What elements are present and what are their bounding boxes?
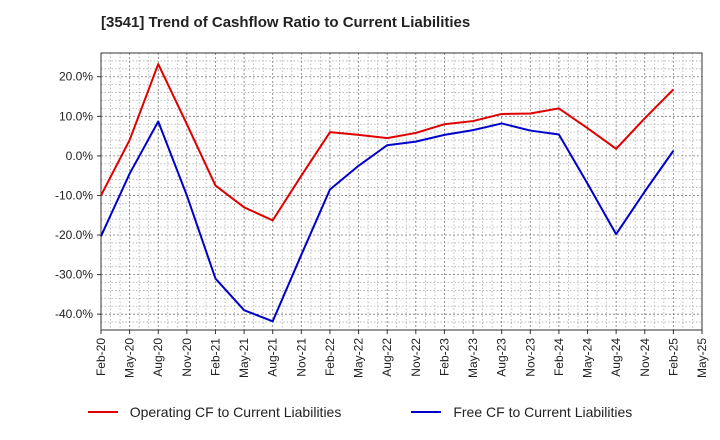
x-tick-label: Nov-21 (294, 338, 308, 377)
legend-swatch-free-cf (411, 411, 442, 413)
legend-item-free-cf: Free CF to Current Liabilities (411, 404, 632, 420)
y-tick-label: 0.0% (66, 149, 94, 163)
y-tick-label: -20.0% (55, 228, 93, 242)
legend-label-operating-cf: Operating CF to Current Liabilities (129, 404, 342, 420)
plot-area-border (100, 52, 703, 331)
y-tick-label: 10.0% (59, 109, 93, 123)
legend-label-free-cf: Free CF to Current Liabilities (453, 404, 633, 420)
legend-item-operating-cf: Operating CF to Current Liabilities (87, 404, 342, 420)
x-tick-label: May-23 (466, 338, 480, 378)
chart-title: [3541] Trend of Cashflow Ratio to Curren… (101, 14, 471, 31)
x-tick-label: Feb-23 (437, 338, 451, 376)
y-tick-label: -30.0% (55, 268, 93, 282)
y-tick-label: -40.0% (55, 307, 93, 321)
axis-layer: 20.0% 10.0% 0.0% -10.0% -20.0% -30.0% -40.0% Fe… (55, 52, 709, 378)
x-tick-label: May-25 (695, 338, 709, 378)
x-tick-label: Feb-21 (208, 338, 222, 376)
x-tick-label: Feb-24 (552, 338, 566, 376)
grid-layer (100, 52, 703, 331)
x-tick-label: Aug-20 (151, 338, 165, 377)
x-tick-label: May-22 (352, 338, 366, 378)
x-tick-label: Nov-23 (523, 338, 537, 377)
x-tick-label: Aug-24 (609, 338, 623, 377)
x-tick-label: Aug-22 (380, 338, 394, 377)
x-tick-label: Aug-21 (266, 338, 280, 377)
x-tick-label: Feb-22 (323, 338, 337, 376)
y-tick-label: -10.0% (55, 188, 93, 202)
series-line-free-cf (100, 120, 675, 323)
x-tick-label: Feb-25 (666, 338, 680, 376)
x-tick-label: Nov-22 (409, 338, 423, 377)
x-tick-label: Aug-23 (495, 338, 509, 377)
x-tick-label: Nov-24 (638, 338, 652, 377)
x-tick-label: Feb-20 (94, 338, 108, 376)
legend-swatch-operating-cf (87, 411, 118, 413)
x-tick-label: May-20 (123, 338, 137, 378)
series-line-operating-cf (100, 63, 675, 222)
x-tick-label: May-21 (237, 338, 251, 378)
y-tick-label: 20.0% (59, 70, 93, 84)
x-tick-label: Nov-20 (180, 338, 194, 377)
series-layer (100, 63, 675, 323)
legend: Operating CF to Current Liabilities Free… (0, 404, 720, 420)
x-tick-label: May-24 (581, 338, 595, 378)
